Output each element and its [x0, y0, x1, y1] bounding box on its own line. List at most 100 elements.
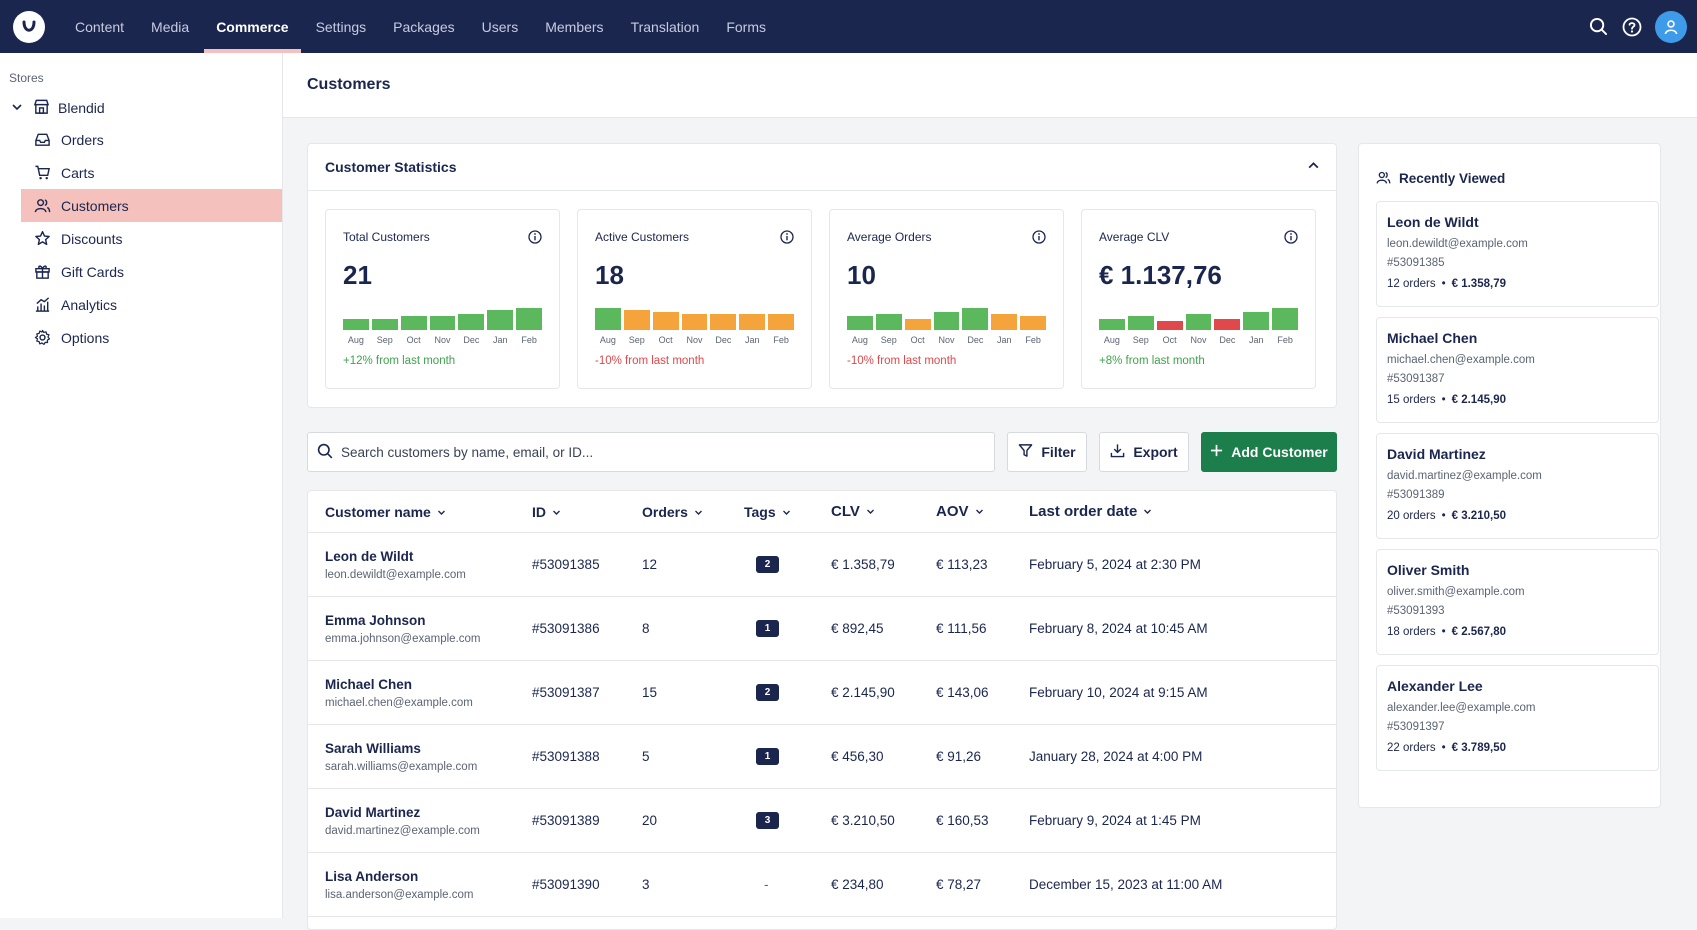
chart-bar: [933, 312, 960, 330]
month-label: Sep: [376, 335, 393, 345]
sidebar-item-options[interactable]: Options: [21, 321, 282, 354]
recent-total-value: € 3.789,50: [1451, 742, 1506, 754]
nav-commerce[interactable]: Commerce: [204, 0, 301, 53]
cell-clv: € 892,45: [831, 621, 884, 636]
table-row[interactable]: David Martinez david.martinez@example.com…: [308, 789, 1336, 853]
table-row[interactable]: Emma Johnson emma.johnson@example.com #530…: [308, 597, 1336, 661]
info-icon[interactable]: [528, 230, 542, 247]
chart-bar: [516, 308, 543, 330]
nav-translation[interactable]: Translation: [630, 18, 700, 35]
recent-total-value: € 2.567,80: [1451, 626, 1506, 638]
info-icon[interactable]: [1284, 230, 1298, 247]
stat-change: -10% from last month: [595, 355, 705, 367]
tag-count-badge[interactable]: 1: [756, 748, 779, 765]
cell-aov: € 111,56: [936, 621, 987, 636]
cell-tags: 1: [756, 725, 779, 788]
customer-cell: Sarah Williams sarah.williams@example.com: [325, 725, 477, 788]
export-button[interactable]: Export: [1099, 432, 1189, 472]
tag-count-badge[interactable]: 1: [756, 620, 779, 637]
nav-media[interactable]: Media: [151, 18, 190, 35]
table-row[interactable]: Leon de Wildt leon.dewildt@example.com #53…: [308, 533, 1336, 597]
customer-name[interactable]: Leon de Wildt: [325, 548, 414, 564]
add-customer-button[interactable]: Add Customer: [1201, 432, 1337, 472]
table-row[interactable]: Sarah Williams sarah.williams@example.com…: [308, 725, 1336, 789]
cell-id: #53091387: [532, 685, 600, 700]
nav-members[interactable]: Members: [545, 18, 604, 35]
cell-clv: € 456,30: [831, 749, 884, 764]
chart-bar: [458, 314, 485, 330]
sidebar-item-discounts[interactable]: Discounts: [21, 222, 282, 255]
user-avatar[interactable]: [1655, 10, 1687, 43]
chevron-down-icon: [975, 503, 984, 520]
customer-name[interactable]: David Martinez: [325, 804, 421, 820]
cart-icon: [33, 164, 51, 182]
export-label: Export: [1133, 444, 1178, 460]
tag-count-badge[interactable]: 2: [756, 684, 779, 701]
table-row[interactable]: Michael Chen michael.chen@example.com #530…: [308, 661, 1336, 725]
store-name: Blendid: [58, 100, 105, 116]
search-icon[interactable]: [1587, 16, 1609, 38]
store-icon: [33, 98, 50, 118]
sidebar-item-orders[interactable]: Orders: [21, 123, 282, 156]
recent-customer-card[interactable]: Leon de Wildt leon.dewildt@example.com #53…: [1376, 201, 1659, 307]
info-icon[interactable]: [1032, 230, 1046, 247]
column-last-order-date[interactable]: Last order date: [1029, 503, 1152, 520]
store-tree-item[interactable]: Blendid: [0, 93, 282, 123]
sidebar-item-label: Discounts: [61, 230, 123, 247]
table-row[interactable]: Lisa Anderson lisa.anderson@example.com #5…: [308, 853, 1336, 917]
column-tags[interactable]: Tags: [744, 504, 791, 520]
nav-users[interactable]: Users: [481, 18, 519, 35]
filter-icon: [1018, 443, 1033, 461]
cell-orders: 15: [642, 685, 658, 700]
nav-forms[interactable]: Forms: [726, 18, 766, 35]
chart-bar: [1156, 321, 1183, 330]
chevron-down-icon[interactable]: [11, 100, 25, 116]
recent-customer-email: leon.dewildt@example.com: [1387, 238, 1528, 250]
recent-customer-card[interactable]: Alexander Lee alexander.lee@example.com #5…: [1376, 665, 1659, 771]
tag-count-badge[interactable]: 2: [756, 556, 779, 573]
sidebar-item-carts[interactable]: Carts: [21, 156, 282, 189]
gear-icon: [33, 329, 51, 347]
help-icon[interactable]: [1621, 16, 1643, 38]
sidebar-item-analytics[interactable]: Analytics: [21, 288, 282, 321]
column-orders[interactable]: Orders: [642, 504, 703, 520]
sidebar-item-gift-cards[interactable]: Gift Cards: [21, 255, 282, 288]
column-aov[interactable]: AOV: [936, 503, 984, 520]
chart-bar: [681, 314, 708, 330]
customer-name[interactable]: Sarah Williams: [325, 740, 421, 756]
search-input[interactable]: [341, 444, 981, 460]
column-id[interactable]: ID: [532, 504, 561, 520]
customer-name[interactable]: Lisa Anderson: [325, 868, 419, 884]
customer-name[interactable]: Michael Chen: [325, 676, 413, 692]
nav-packages[interactable]: Packages: [393, 18, 455, 35]
recent-customer-name: Oliver Smith: [1387, 562, 1470, 578]
nav-content[interactable]: Content: [75, 18, 125, 35]
nav-settings[interactable]: Settings: [315, 18, 367, 35]
cell-id: #53091390: [532, 877, 600, 892]
sidebar-item-label: Analytics: [61, 296, 118, 313]
cell-tags: 2: [756, 661, 779, 724]
month-labels: Aug Sep Oct Nov Dec Jan Feb: [343, 335, 542, 345]
recent-customer-meta: 22 orders • € 3.789,50: [1387, 742, 1648, 754]
column-customer-name[interactable]: Customer name: [325, 504, 446, 520]
stat-card: Active Customers 18 Aug Sep Oct Nov Dec Jan Feb -…: [577, 209, 812, 389]
recent-customer-card[interactable]: Michael Chen michael.chen@example.com #530…: [1376, 317, 1659, 423]
cell-tags: -: [756, 853, 769, 916]
umbraco-logo-icon[interactable]: [13, 10, 45, 43]
chart-bar: [768, 314, 795, 330]
filter-button[interactable]: Filter: [1007, 432, 1087, 472]
cell-id: #53091386: [532, 621, 600, 636]
statistics-header[interactable]: Customer Statistics: [308, 144, 1336, 191]
recent-customer-card[interactable]: David Martinez david.martinez@example.com…: [1376, 433, 1659, 539]
customer-name[interactable]: Emma Johnson: [325, 612, 426, 628]
sidebar-item-label: Orders: [61, 131, 104, 148]
chevron-up-icon[interactable]: [1307, 159, 1320, 175]
column-clv[interactable]: CLV: [831, 503, 875, 520]
info-icon[interactable]: [780, 230, 794, 247]
sidebar-item-customers[interactable]: Customers: [21, 189, 282, 222]
tag-count-badge[interactable]: 3: [756, 812, 779, 829]
chart-bar: [400, 316, 427, 330]
recent-customer-card[interactable]: Oliver Smith oliver.smith@example.com #530…: [1376, 549, 1659, 655]
tags-empty: -: [764, 877, 769, 892]
cell-last: February 8, 2024 at 10:45 AM: [1029, 621, 1208, 636]
